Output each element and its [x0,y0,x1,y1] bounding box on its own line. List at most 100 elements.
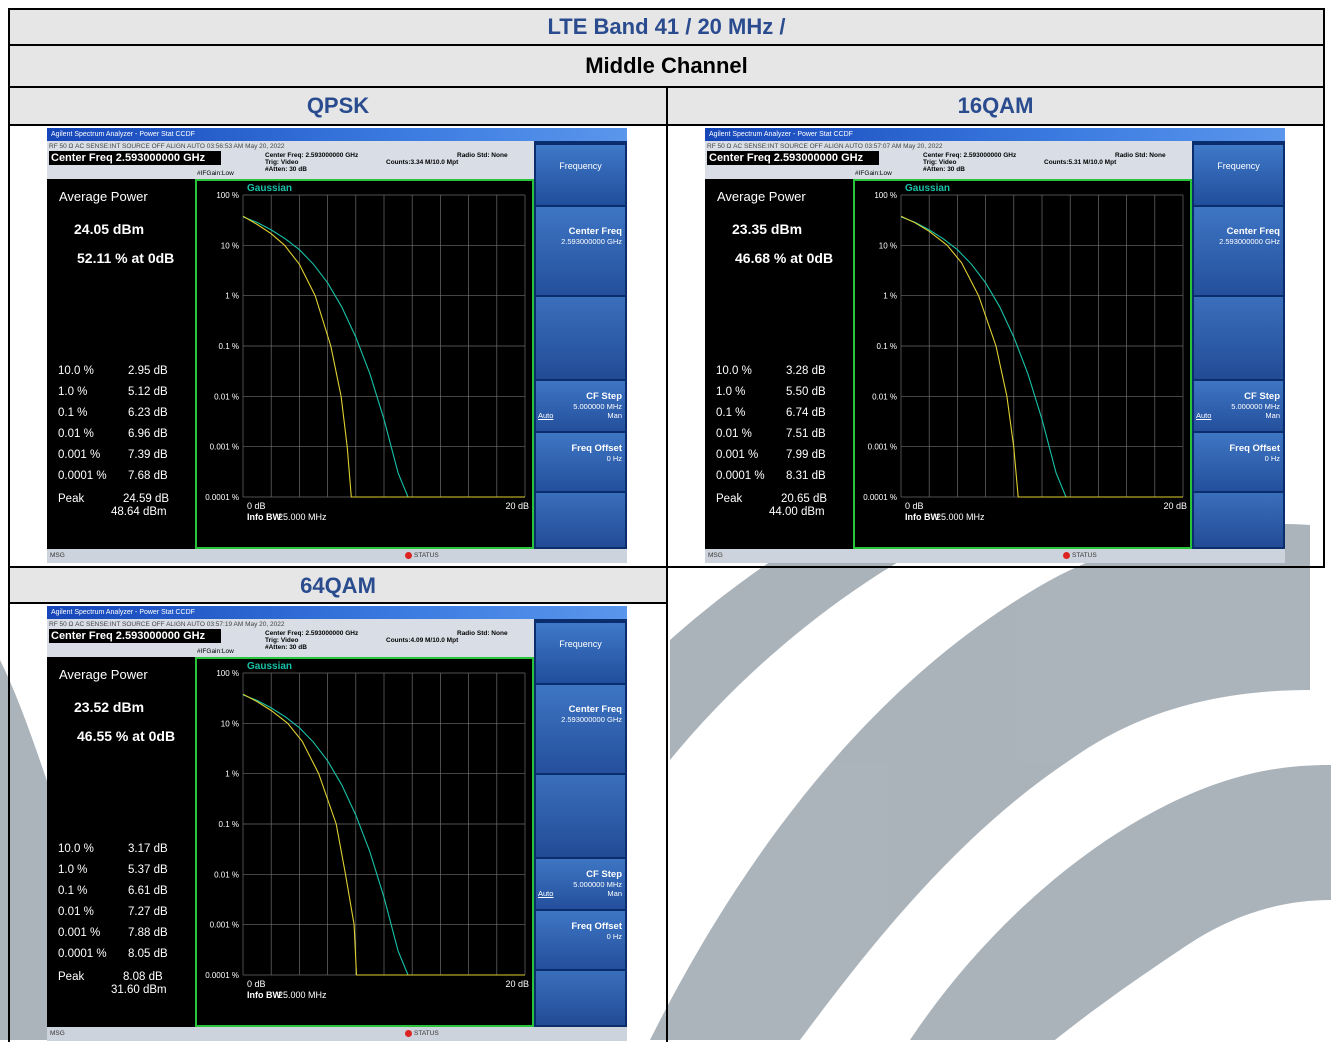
y-tick-label: 0.0001 % [863,493,897,502]
stat-row: 0.01 % 7.27 dB [58,906,168,918]
x-label-right: 20 dB [1163,501,1187,511]
softkey-frequency-menu[interactable]: Frequency [1194,145,1283,205]
plot-frame [853,179,1192,549]
stat-row: 10.0 % 2.95 dB [58,365,168,377]
softkey-freq-offset[interactable]: Freq Offset 0 Hz [1194,433,1283,491]
softkey-freq-offset-value: 0 Hz [606,454,622,463]
softkey-blank[interactable] [536,493,625,547]
y-tick-label: 1 % [225,770,239,779]
col-header-64qam: 64QAM [8,568,668,604]
softkey-center-freq[interactable]: Center Freq 2.593000000 GHz [1194,207,1283,295]
center-freq-display[interactable]: Center Freq 2.593000000 GHz [49,629,221,643]
x-label-left: 0 dB [247,979,266,989]
softkey-center-freq[interactable]: Center Freq 2.593000000 GHz [536,685,625,773]
status-icon [1063,552,1070,559]
softkey-center-freq-value: 2.593000000 GHz [1219,237,1280,246]
measured-ccdf-curve [242,693,358,976]
y-tick-label: 100 % [216,191,239,200]
softkey-center-freq-value: 2.593000000 GHz [561,237,622,246]
softkey-frequency-menu[interactable]: Frequency [536,145,625,205]
softkey-center-freq-label: Center Freq [1226,226,1280,237]
ccdf-svg: 100 % 10 % 1 % 0.1 % 0.01 % 0.001 % 0.0001 % Ga… [195,657,534,1027]
stat-row: 0.1 % 6.74 dB [716,407,826,419]
peak-dbm: 44.00 dBm [769,506,825,518]
man-label: Man [607,411,622,420]
info-bw-label: Info BW [247,990,281,1000]
peak-label: Peak [58,971,85,983]
top-status-line: RF 50 Ω AC SENSE:INT SOURCE OFF ALIGN AU… [49,621,285,628]
softkey-panel: Frequency Center Freq 2.593000000 GHz CF… [534,141,627,549]
measured-ccdf-curve [242,215,360,498]
status-bar: MSG STATUS [47,1027,627,1041]
legend-gaussian: Gaussian [905,183,950,194]
softkey-blank[interactable] [1194,493,1283,547]
avg-power-percent: 52.11 % at 0dB [77,250,175,266]
info-counts: Counts:5.31 M/10.0 Mpt [1044,159,1117,166]
stat-row: 0.001 % 7.99 dB [716,449,826,461]
status-label: STATUS [414,1030,439,1038]
status-indicator[interactable]: STATUS [405,552,439,559]
softkey-cf-step[interactable]: CF Step 5.000000 MHz Auto Man [536,859,625,909]
softkey-panel: Frequency Center Freq 2.593000000 GHz CF… [534,619,627,1027]
ifgain-label: #IFGain:Low [855,170,892,177]
x-label-right: 20 dB [505,979,529,989]
info-radio-std: Radio Std: None [457,152,508,159]
stat-row: 0.01 % 6.96 dB [58,428,168,440]
stat-row: 0.1 % 6.23 dB [58,407,168,419]
main-area: RF 50 Ω AC SENSE:INT SOURCE OFF ALIGN AU… [47,619,534,1027]
info-counts: Counts:3.34 M/10.0 Mpt [386,159,459,166]
info-bw-label: Info BW [905,512,939,522]
softkey-center-freq-value: 2.593000000 GHz [561,715,622,724]
status-indicator[interactable]: STATUS [1063,552,1097,559]
top-status-line: RF 50 Ω AC SENSE:INT SOURCE OFF ALIGN AU… [707,143,943,150]
stat-row: 0.001 % 7.39 dB [58,449,168,461]
softkey-blank[interactable] [536,971,625,1025]
y-tick-label: 0.1 % [219,820,239,829]
y-tick-label: 0.01 % [214,870,239,879]
x-label-left: 0 dB [905,501,924,511]
ccdf-plot: 100 % 10 % 1 % 0.1 % 0.01 % 0.001 % 0.0001 % Ga… [195,657,534,1027]
info-bar: RF 50 Ω AC SENSE:INT SOURCE OFF ALIGN AU… [705,141,1192,179]
y-tick-label: 0.001 % [210,443,239,452]
center-freq-display[interactable]: Center Freq 2.593000000 GHz [707,151,879,165]
y-tick-label: 1 % [225,292,239,301]
softkey-cf-step-value: 5.000000 MHz [573,880,622,889]
softkey-center-freq[interactable]: Center Freq 2.593000000 GHz [536,207,625,295]
info-counts: Counts:4.09 M/10.0 Mpt [386,637,459,644]
peak-dbm: 31.60 dBm [111,984,167,996]
status-indicator[interactable]: STATUS [405,1030,439,1037]
channel-header: Middle Channel [8,46,1325,88]
avg-power-percent: 46.68 % at 0dB [735,250,834,266]
info-atten: #Atten: 30 dB [265,166,307,173]
softkey-cf-step-label: CF Step [1244,391,1280,402]
info-bw-value: 25.000 MHz [278,512,327,522]
gaussian-curve [242,694,409,976]
softkey-center-freq-label: Center Freq [568,226,622,237]
analyzer-screen-16qam: Agilent Spectrum Analyzer - Power Stat C… [705,128,1285,563]
msg-label: MSG [50,1030,65,1037]
info-bw-label: Info BW [247,512,281,522]
status-icon [405,552,412,559]
softkey-cf-step[interactable]: CF Step 5.000000 MHz Auto Man [1194,381,1283,431]
softkey-cf-step-mode: Auto Man [536,411,622,420]
softkey-freq-offset[interactable]: Freq Offset 0 Hz [536,911,625,969]
status-icon [405,1030,412,1037]
analyzer-screen-64qam: Agilent Spectrum Analyzer - Power Stat C… [47,606,627,1041]
info-radio-std: Radio Std: None [1115,152,1166,159]
softkey-frequency-menu[interactable]: Frequency [536,623,625,683]
status-label: STATUS [414,552,439,560]
softkey-blank[interactable] [536,775,625,857]
softkey-blank[interactable] [1194,297,1283,379]
softkey-freq-offset[interactable]: Freq Offset 0 Hz [536,433,625,491]
softkey-blank[interactable] [536,297,625,379]
avg-power-value: 23.35 dBm [732,221,803,237]
info-bar: RF 50 Ω AC SENSE:INT SOURCE OFF ALIGN AU… [47,619,534,657]
y-tick-label: 1 % [883,292,897,301]
analyzer-screen-qpsk: Agilent Spectrum Analyzer - Power Stat C… [47,128,627,563]
center-freq-display[interactable]: Center Freq 2.593000000 GHz [49,151,221,165]
ifgain-label: #IFGain:Low [197,648,234,655]
softkey-freq-offset-value: 0 Hz [606,932,622,941]
stat-row: 0.001 % 7.88 dB [58,927,168,939]
softkey-cf-step[interactable]: CF Step 5.000000 MHz Auto Man [536,381,625,431]
info-trig: Trig: Video [923,159,957,166]
